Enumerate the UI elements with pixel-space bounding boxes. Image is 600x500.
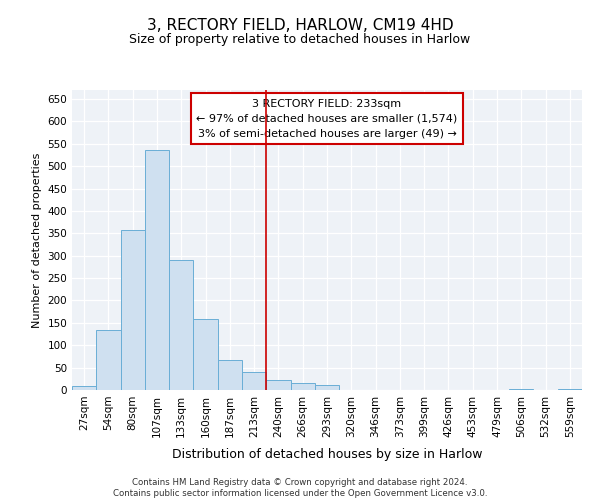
Bar	[72, 386, 96, 390]
X-axis label: Distribution of detached houses by size in Harlow: Distribution of detached houses by size …	[172, 448, 482, 461]
Bar	[315, 384, 339, 390]
Y-axis label: Number of detached properties: Number of detached properties	[32, 152, 42, 328]
Text: Size of property relative to detached houses in Harlow: Size of property relative to detached ho…	[130, 32, 470, 46]
Bar	[218, 360, 242, 390]
Bar	[509, 388, 533, 390]
Bar	[193, 320, 218, 390]
Bar	[290, 384, 315, 390]
Bar	[121, 230, 145, 390]
Bar	[558, 388, 582, 390]
Bar	[242, 372, 266, 390]
Bar	[145, 150, 169, 390]
Bar	[266, 380, 290, 390]
Bar	[169, 260, 193, 390]
Text: 3 RECTORY FIELD: 233sqm
← 97% of detached houses are smaller (1,574)
3% of semi-: 3 RECTORY FIELD: 233sqm ← 97% of detache…	[196, 99, 458, 138]
Bar	[96, 330, 121, 390]
Text: 3, RECTORY FIELD, HARLOW, CM19 4HD: 3, RECTORY FIELD, HARLOW, CM19 4HD	[146, 18, 454, 32]
Text: Contains HM Land Registry data © Crown copyright and database right 2024.
Contai: Contains HM Land Registry data © Crown c…	[113, 478, 487, 498]
